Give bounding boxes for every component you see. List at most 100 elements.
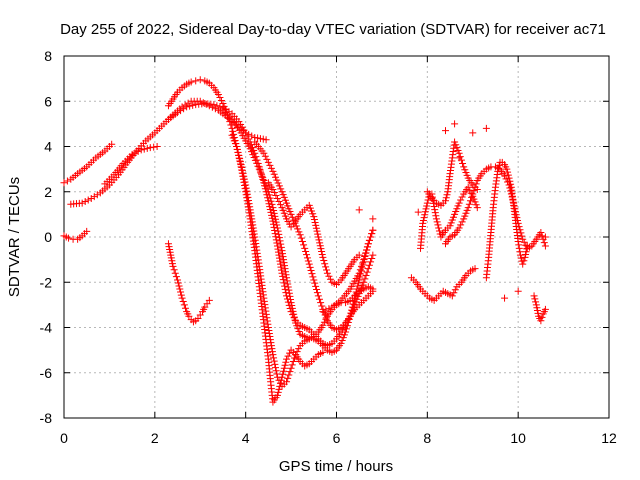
series-arc6 — [164, 100, 377, 350]
data-point — [272, 192, 280, 200]
data-point — [273, 195, 281, 203]
data-point — [435, 227, 443, 235]
data-point — [237, 161, 245, 169]
data-point — [177, 288, 185, 296]
data-point — [294, 225, 302, 233]
x-tick-label: 10 — [510, 430, 526, 446]
data-point — [369, 215, 377, 223]
data-point — [261, 304, 269, 312]
data-point — [260, 294, 268, 302]
data-point — [275, 251, 283, 259]
data-point — [275, 254, 283, 262]
data-point — [520, 257, 528, 265]
data-point — [276, 257, 284, 265]
data-point — [270, 357, 278, 365]
data-point — [319, 253, 327, 261]
data-point — [249, 224, 257, 232]
data-point — [246, 206, 254, 214]
data-point — [288, 213, 296, 221]
data-point — [213, 102, 221, 110]
data-point — [252, 243, 260, 251]
data-point — [431, 209, 439, 217]
y-tick-label: -4 — [40, 320, 53, 336]
data-point — [181, 304, 189, 312]
data-point — [301, 244, 309, 252]
data-point — [176, 285, 184, 293]
data-point — [275, 230, 283, 238]
data-point — [305, 260, 313, 268]
data-point — [320, 257, 328, 265]
data-point — [458, 193, 466, 201]
data-point — [256, 135, 264, 143]
data-point — [296, 231, 304, 239]
data-point — [233, 143, 241, 150]
data-point — [261, 301, 269, 309]
y-tick-label: -2 — [40, 274, 53, 290]
data-point — [179, 297, 187, 305]
data-point — [365, 236, 373, 244]
data-point — [196, 76, 204, 84]
data-point — [269, 204, 277, 212]
data-point — [276, 379, 284, 387]
data-point — [541, 233, 549, 241]
y-tick-label: 2 — [44, 184, 52, 200]
y-tick-labels: -8 -6 -4 -2 0 2 4 6 8 — [40, 48, 53, 426]
axis-ticks — [63, 55, 610, 419]
data-point — [367, 233, 375, 241]
data-point — [308, 270, 316, 278]
x-tick-label: 8 — [423, 430, 431, 446]
data-point — [504, 171, 512, 179]
data-point — [456, 153, 464, 161]
data-point — [313, 289, 321, 297]
data-point — [306, 263, 314, 271]
series-arc10 — [264, 179, 363, 289]
data-point — [264, 188, 272, 196]
data-point — [277, 266, 285, 274]
data-point — [531, 295, 539, 303]
data-point — [264, 324, 272, 331]
data-point — [279, 253, 287, 261]
data-point — [312, 221, 320, 229]
x-tick-labels: 0 2 4 6 8 10 12 — [60, 430, 617, 446]
data-point — [280, 256, 288, 264]
data-point — [289, 357, 297, 365]
data-point — [281, 262, 289, 270]
data-point — [455, 224, 463, 232]
data-point — [319, 308, 327, 316]
data-point — [284, 283, 292, 291]
data-point — [365, 261, 373, 269]
data-point — [423, 202, 431, 210]
data-point — [468, 193, 476, 201]
data-point — [150, 143, 158, 151]
data-point — [60, 179, 68, 187]
data-point — [342, 325, 350, 333]
data-point — [309, 273, 317, 281]
data-point — [435, 224, 443, 232]
data-point — [516, 251, 524, 259]
data-point — [421, 211, 429, 219]
data-point — [285, 371, 293, 379]
data-point — [502, 175, 510, 183]
data-point — [495, 161, 503, 169]
data-point — [248, 148, 256, 156]
data-point — [143, 144, 151, 152]
data-point — [137, 146, 145, 154]
series-arc16 — [442, 163, 549, 252]
data-point — [315, 236, 323, 244]
data-point — [360, 278, 368, 286]
data-point — [355, 276, 363, 284]
data-point — [317, 299, 325, 307]
data-point — [311, 279, 319, 287]
data-point — [245, 197, 253, 205]
data-point — [323, 266, 331, 274]
data-point — [353, 285, 361, 293]
data-point — [278, 269, 286, 277]
data-point — [455, 154, 463, 162]
data-point — [180, 301, 188, 309]
data-point — [266, 336, 274, 344]
data-point — [302, 247, 310, 255]
data-point — [419, 217, 427, 225]
data-point — [310, 213, 318, 221]
series-arc7 — [219, 106, 377, 343]
data-point — [277, 243, 285, 251]
